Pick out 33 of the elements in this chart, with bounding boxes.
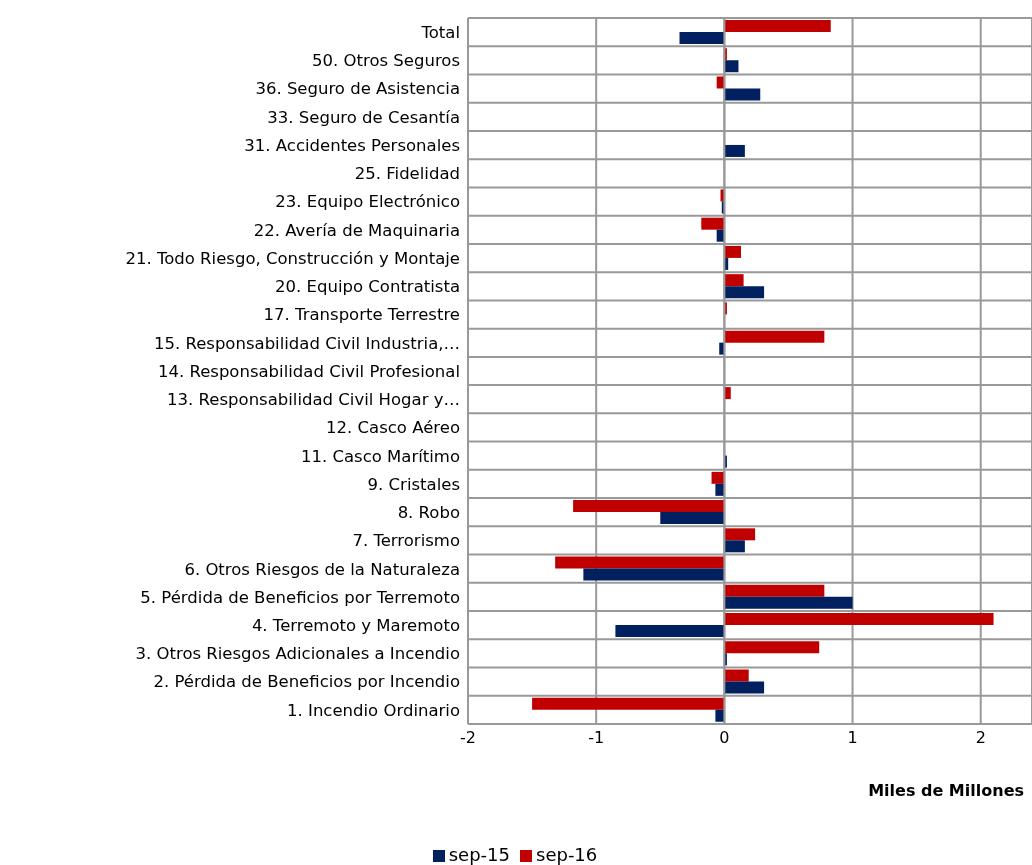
y-tick-label: 36. Seguro de Asistencia (255, 79, 460, 99)
y-tick-label: 8. Robo (397, 503, 460, 523)
y-tick-label: 25. Fidelidad (354, 164, 460, 184)
x-tick-label: 1 (847, 728, 858, 748)
y-tick-label: 2. Pérdida de Beneficios por Incendio (153, 672, 460, 692)
y-tick-label: 21. Todo Riesgo, Construcción y Montaje (125, 248, 460, 268)
y-tick-label: 17. Transporte Terrestre (263, 305, 460, 325)
y-tick-label: 13. Responsabilidad Civil Hogar y… (167, 390, 460, 410)
x-tick-label: 0 (719, 728, 730, 748)
y-tick-label: 31. Accidentes Personales (244, 135, 460, 155)
y-tick-label: 22. Avería de Maquinaria (253, 220, 460, 240)
y-tick-label: 9. Cristales (367, 474, 460, 494)
x-axis-title: Miles de Millones (868, 781, 1024, 800)
x-tick-label: -2 (460, 728, 476, 748)
y-tick-label: 1. Incendio Ordinario (287, 700, 460, 720)
y-tick-label: 20. Equipo Contratista (275, 277, 460, 297)
y-tick-label: 33. Seguro de Cesantía (267, 107, 460, 127)
y-tick-label: 6. Otros Riesgos de la Naturaleza (184, 559, 460, 579)
y-tick-label: 4. Terremoto y Maremoto (251, 616, 460, 636)
y-tick-label: 3. Otros Riesgos Adicionales a Incendio (135, 644, 460, 664)
y-tick-label: 50. Otros Seguros (312, 51, 460, 71)
y-tick-label: 7. Terrorismo (352, 531, 460, 551)
y-tick-label: 5. Pérdida de Beneficios por Terremoto (140, 587, 460, 607)
y-tick-label: Total (420, 22, 460, 42)
y-tick-label: 14. Responsabilidad Civil Profesional (157, 361, 460, 381)
y-tick-label: 11. Casco Marítimo (300, 446, 460, 466)
y-tick-label: 12. Casco Aéreo (326, 418, 460, 438)
legend-label: sep-16 (536, 844, 598, 865)
x-tick-label: -1 (588, 728, 605, 748)
y-tick-label: 23. Equipo Electrónico (275, 192, 460, 212)
y-tick-label: 15. Responsabilidad Civil Industria,… (153, 333, 460, 353)
legend-label: sep-15 (448, 844, 510, 865)
x-tick-label: 2 (975, 728, 986, 748)
